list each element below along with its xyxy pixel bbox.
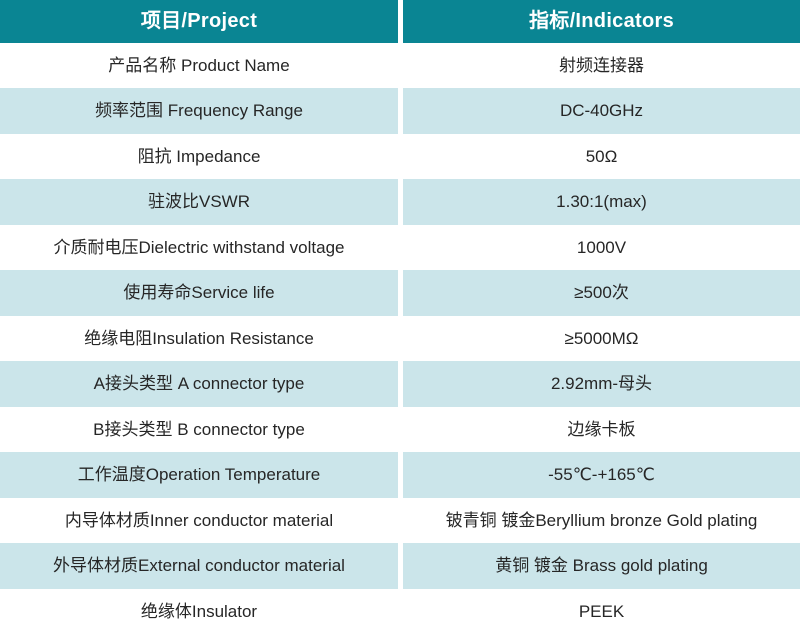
table-row-external-conductor-material: 外导体材质External conductor material 黄铜 镀金 B… <box>0 543 800 589</box>
project-cell: 驻波比VSWR <box>0 179 398 225</box>
table-row-frequency-range: 频率范围 Frequency Range DC-40GHz <box>0 88 800 134</box>
indicator-cell: 射频连接器 <box>403 43 800 89</box>
indicator-cell: -55℃-+165℃ <box>403 452 800 498</box>
project-cell: 阻抗 Impedance <box>0 133 398 180</box>
project-cell: B接头类型 B connector type <box>0 406 398 453</box>
indicator-cell: PEEK <box>403 588 800 634</box>
table-row-dielectric-withstand-voltage: 介质耐电压Dielectric withstand voltage 1000V <box>0 224 800 271</box>
indicator-cell: 50Ω <box>403 133 800 180</box>
table-row-service-life: 使用寿命Service life ≥500次 <box>0 270 800 316</box>
project-cell: 外导体材质External conductor material <box>0 543 398 589</box>
project-cell: 介质耐电压Dielectric withstand voltage <box>0 224 398 271</box>
project-cell: 产品名称 Product Name <box>0 43 398 89</box>
indicator-cell: 铍青铜 镀金Beryllium bronze Gold plating <box>403 497 800 544</box>
table-header-row: 项目/Project 指标/Indicators <box>0 0 800 43</box>
table-row-operation-temperature: 工作温度Operation Temperature -55℃-+165℃ <box>0 452 800 498</box>
project-cell: 工作温度Operation Temperature <box>0 452 398 498</box>
table-row-insulation-resistance: 绝缘电阻Insulation Resistance ≥5000MΩ <box>0 315 800 362</box>
indicator-cell: 1000V <box>403 224 800 271</box>
project-cell: 绝缘体Insulator <box>0 588 398 634</box>
table-row-impedance: 阻抗 Impedance 50Ω <box>0 133 800 180</box>
indicator-cell: 1.30:1(max) <box>403 179 800 225</box>
indicator-cell: 2.92mm-母头 <box>403 361 800 407</box>
indicator-cell: ≥500次 <box>403 270 800 316</box>
project-cell: A接头类型 A connector type <box>0 361 398 407</box>
project-cell: 频率范围 Frequency Range <box>0 88 398 134</box>
table-row-inner-conductor-material: 内导体材质Inner conductor material 铍青铜 镀金Bery… <box>0 497 800 544</box>
header-indicators: 指标/Indicators <box>403 0 800 43</box>
indicator-cell: 边缘卡板 <box>403 406 800 453</box>
project-cell: 使用寿命Service life <box>0 270 398 316</box>
indicator-cell: DC-40GHz <box>403 88 800 134</box>
table-row-a-connector-type: A接头类型 A connector type 2.92mm-母头 <box>0 361 800 407</box>
header-project: 项目/Project <box>0 0 398 43</box>
project-cell: 绝缘电阻Insulation Resistance <box>0 315 398 362</box>
table-row-vswr: 驻波比VSWR 1.30:1(max) <box>0 179 800 225</box>
table-row-insulator: 绝缘体Insulator PEEK <box>0 588 800 634</box>
table-row-product-name: 产品名称 Product Name 射频连接器 <box>0 43 800 89</box>
indicator-cell: ≥5000MΩ <box>403 315 800 362</box>
project-cell: 内导体材质Inner conductor material <box>0 497 398 544</box>
indicator-cell: 黄铜 镀金 Brass gold plating <box>403 543 800 589</box>
table-row-b-connector-type: B接头类型 B connector type 边缘卡板 <box>0 406 800 453</box>
